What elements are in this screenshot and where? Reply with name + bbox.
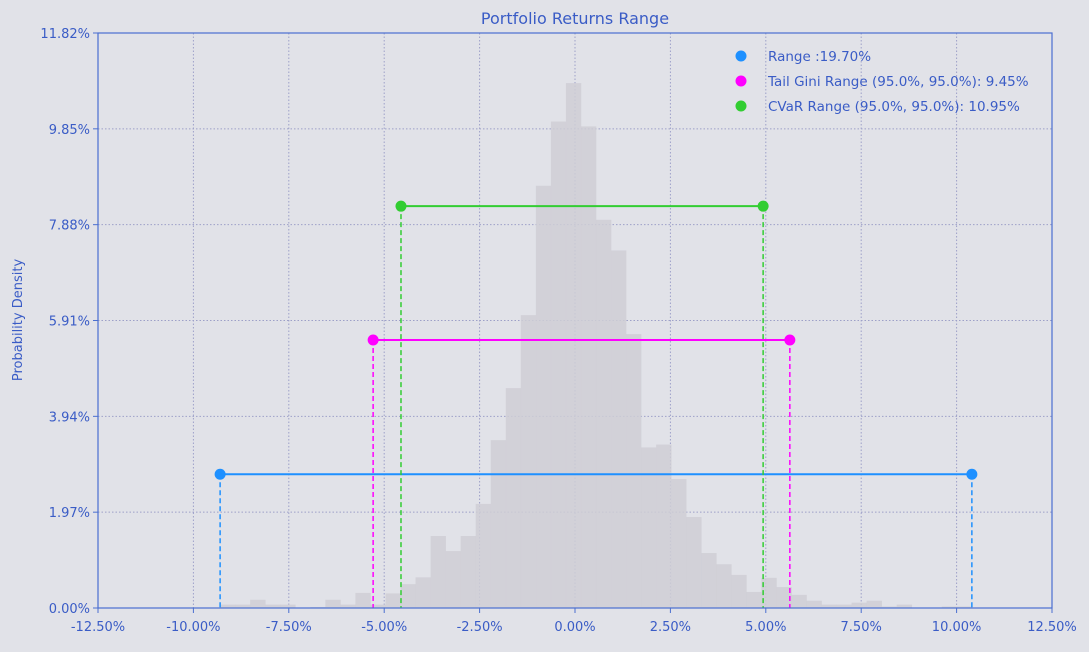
range-endpoint (966, 468, 978, 480)
histogram-bar (791, 594, 807, 608)
histogram-bar (701, 553, 717, 608)
histogram-bar (656, 444, 672, 608)
histogram-bar (941, 606, 958, 608)
y-tick-label: 1.97% (49, 506, 90, 521)
histogram-bar (415, 577, 431, 608)
histogram-bar (325, 599, 341, 608)
histogram-bar (761, 577, 777, 608)
y-tick-label: 5.91% (49, 315, 90, 330)
histogram-bar (851, 602, 867, 608)
histogram-bar (671, 479, 687, 608)
histogram-bar (580, 126, 597, 609)
range-endpoint (367, 334, 379, 346)
histogram-bar (490, 440, 507, 608)
legend-label: CVaR Range (95.0%, 95.0%): 10.95% (768, 99, 1020, 115)
range-endpoint (395, 200, 407, 212)
x-axis: -12.50% -10.00% -7.50% -5.00% -2.50% 0.00% 2.5… (71, 608, 1077, 635)
y-tick-label: 0.00% (49, 602, 90, 617)
x-tick-label: -10.00% (166, 620, 220, 635)
histogram-bar (535, 185, 552, 608)
y-axis: 0.00% 1.97% 3.94% 5.91% 7.88% 9.85% 11.82% (40, 27, 98, 617)
histogram-bar (520, 315, 537, 608)
histogram-bars (220, 83, 973, 609)
histogram-bar (280, 604, 296, 608)
histogram-bar (731, 574, 747, 608)
histogram-bar (430, 536, 446, 608)
x-tick-label: -2.50% (457, 620, 503, 635)
range-endpoint (214, 468, 226, 480)
x-tick-label: 7.50% (841, 620, 882, 635)
legend-label: Range :19.70% (768, 49, 871, 65)
histogram-bar (776, 587, 792, 608)
histogram-bar (716, 564, 732, 608)
histogram-bar (550, 121, 567, 608)
histogram-bar (400, 584, 416, 608)
y-tick-label: 11.82% (40, 27, 90, 42)
range-lines (214, 200, 978, 608)
histogram-bar (505, 388, 522, 608)
legend-marker (735, 75, 747, 87)
x-tick-label: 10.00% (932, 620, 982, 635)
x-tick-label: 0.00% (554, 620, 595, 635)
range-endpoint (784, 334, 796, 346)
legend-label: Tail Gini Range (95.0%, 95.0%): 9.45% (767, 74, 1029, 90)
y-tick-label: 9.85% (49, 123, 90, 138)
histogram-bar (806, 600, 822, 608)
y-axis-label: Probability Density (11, 259, 26, 382)
legend-marker (735, 100, 747, 112)
histogram-bar (686, 517, 702, 608)
histogram-bar (881, 606, 897, 608)
histogram-bar (385, 593, 401, 608)
histogram-bar (641, 447, 657, 608)
range-endpoint (757, 200, 769, 212)
histogram-bar (340, 604, 356, 608)
x-tick-label: -5.00% (361, 620, 407, 635)
histogram-bar (250, 599, 266, 608)
histogram-bar (460, 536, 477, 608)
histogram-bar (896, 604, 913, 608)
x-tick-label: 5.00% (745, 620, 786, 635)
histogram-bar (370, 604, 386, 608)
legend: Range :19.70% Tail Gini Range (95.0%, 95.… (735, 49, 1029, 115)
legend-marker (735, 50, 747, 62)
histogram-bar (235, 604, 251, 608)
histogram-bar (626, 334, 642, 608)
x-tick-label: -7.50% (266, 620, 312, 635)
histogram-bar (866, 600, 882, 608)
histogram-bar (355, 592, 371, 608)
histogram-bar (565, 83, 582, 608)
y-tick-label: 3.94% (49, 410, 90, 425)
x-tick-label: 2.50% (650, 620, 691, 635)
chart-title: Portfolio Returns Range (481, 9, 669, 28)
histogram-bar (475, 503, 492, 608)
x-tick-label: -12.50% (71, 620, 125, 635)
histogram-bar (445, 551, 461, 608)
histogram-bar (746, 591, 762, 608)
x-tick-label: 12.50% (1027, 620, 1077, 635)
histogram-bar (836, 604, 852, 608)
histogram-bar (220, 604, 236, 608)
histogram-bar (595, 219, 612, 608)
histogram-bar (265, 604, 281, 608)
y-tick-label: 7.88% (49, 219, 90, 234)
histogram-bar (611, 250, 627, 609)
histogram-bar (956, 606, 973, 608)
histogram-bar (821, 604, 837, 608)
